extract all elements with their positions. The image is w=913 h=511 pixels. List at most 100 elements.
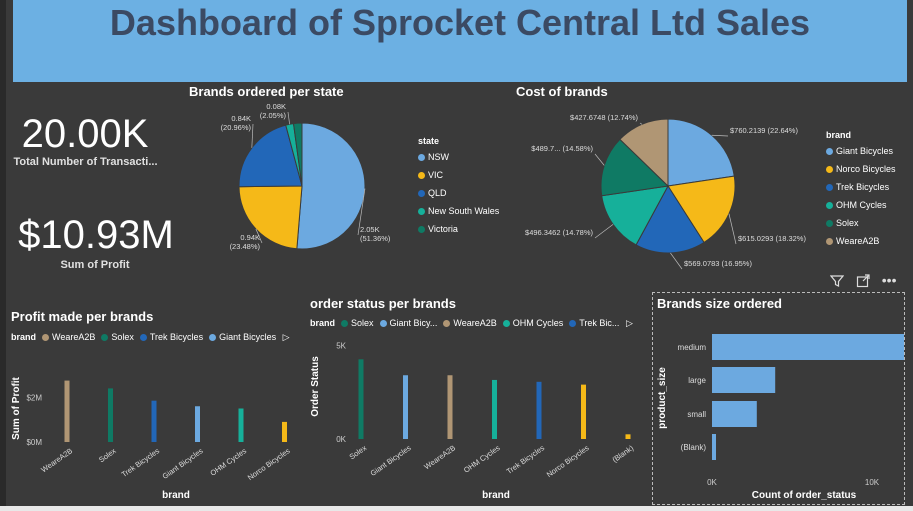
state-pie-new-south-wales-leader	[287, 111, 290, 125]
kpi-profit-label: Sum of Profit	[60, 259, 130, 271]
legend-label: Giant Bicycles	[836, 146, 894, 156]
legend-label: VIC	[428, 170, 444, 180]
state-legend-item-vic[interactable]: VIC	[418, 166, 499, 184]
legend-dot-icon	[139, 334, 147, 342]
bar-wearea2b	[64, 380, 70, 442]
cost-legend-item-wearea2b[interactable]: WeareA2B	[826, 232, 896, 250]
x-axis-title: Count of order_status	[752, 490, 857, 501]
status-legend-item-trek-bic[interactable]: Trek Bic...	[563, 318, 619, 328]
legend-dot-icon	[502, 320, 510, 328]
legend-dot-icon	[418, 190, 425, 198]
x-axis-title: brand	[162, 490, 190, 501]
cost-legend-item-trek-bicycles[interactable]: Trek Bicycles	[826, 178, 896, 196]
legend-dot-icon	[826, 184, 833, 192]
size-chart-title: Brands size ordered	[657, 296, 782, 311]
cost-pie-chart: $760.2139 (22.64%) $615.0293 (18.32%) $569…	[525, 113, 806, 270]
cost-pie-trek-bicycles-label-0: $569.0783 (16.95%)	[684, 259, 752, 268]
status-legend-item-solex[interactable]: Solex	[335, 318, 374, 328]
x-tick-label: Norco Bicycles	[545, 443, 591, 479]
state-pie-vic-leader	[255, 228, 263, 244]
bar-blank	[712, 434, 716, 460]
legend-dot-icon	[101, 334, 109, 342]
state-legend: state NSW VIC QLD New South Wales Victoria	[418, 134, 499, 234]
status-legend-item-giant-bicy[interactable]: Giant Bicy...	[374, 318, 437, 328]
state-pie-chart: 2.05K(51.36%) 0.94K(23.48%) 0.84K(20.96%) 0…	[221, 102, 391, 251]
state-pie-nsw-leader	[357, 188, 366, 236]
legend-label: WeareA2B	[453, 318, 497, 328]
profit-legend-item-trek-bicycles[interactable]: Trek Bicycles	[134, 332, 203, 342]
legend-next-arrow-icon[interactable]: ▷	[625, 318, 633, 328]
state-legend-item-victoria[interactable]: Victoria	[418, 220, 499, 238]
cost-legend-item-norco-bicycles[interactable]: Norco Bicycles	[826, 160, 896, 178]
selected-visual-frame[interactable]	[652, 292, 905, 505]
legend-dot-icon	[418, 226, 425, 234]
legend-label: Trek Bicycles	[149, 332, 204, 342]
legend-dot-icon	[341, 320, 349, 328]
state-pie-vic-label-0: 0.94K	[240, 233, 260, 242]
bar-norco-bicycles	[581, 384, 586, 439]
profit-legend-item-wearea2b[interactable]: WeareA2B	[36, 332, 95, 342]
bar-blank	[625, 434, 631, 439]
pie-slice-trek-bicycles	[635, 185, 705, 254]
state-pie-vic-label-1: (23.48%)	[230, 242, 261, 251]
y-tick-label: small	[687, 410, 706, 419]
filter-icon[interactable]	[829, 275, 848, 291]
pie-slice-victoria	[292, 122, 303, 187]
bar-solex	[108, 388, 113, 442]
x-tick-label: Norco Bicycles	[246, 446, 292, 482]
state-pie-title: Brands ordered per state	[189, 84, 344, 99]
bar-small	[712, 401, 757, 427]
state-legend-item-nsw[interactable]: NSW	[418, 148, 499, 166]
kpi-transactions-value: 20.00K	[21, 112, 149, 156]
x-axis-title: brand	[482, 490, 510, 501]
cost-legend-title: brand	[826, 130, 852, 140]
legend-label: WeareA2B	[52, 332, 96, 342]
legend-label: Solex	[836, 218, 859, 228]
x-tick-label: WeareA2B	[422, 443, 457, 471]
x-tick-label: 0K	[707, 478, 717, 487]
state-legend-title: state	[418, 136, 440, 146]
legend-next-arrow-icon[interactable]: ▷	[282, 332, 290, 342]
state-pie-nsw-label-0: 2.05K	[360, 225, 380, 234]
y-tick-label: $2M	[26, 393, 42, 402]
focus-mode-icon[interactable]	[856, 274, 874, 291]
legend-label: Victoria	[428, 224, 458, 234]
x-tick-label: Solex	[97, 446, 118, 464]
pie-slice-norco-bicycles	[667, 175, 736, 244]
profit-legend-item-giant-bicycles[interactable]: Giant Bicycles	[203, 332, 276, 342]
bottom-status-strip	[0, 506, 913, 511]
state-legend-item-new-south-wales[interactable]: New South Wales	[418, 202, 499, 220]
legend-dot-icon	[418, 172, 425, 180]
status-legend-item-wearea2b[interactable]: WeareA2B	[437, 318, 497, 328]
cost-legend-item-giant-bicycles[interactable]: Giant Bicycles	[826, 142, 896, 160]
legend-label: Solex	[111, 332, 134, 342]
x-tick-label: Giant Bicycles	[369, 443, 413, 478]
bar-norco-bicycles	[282, 421, 287, 442]
profit-legend-item-solex[interactable]: Solex	[95, 332, 134, 342]
x-tick-label: Trek Bicycles	[120, 446, 162, 479]
cost-legend-item-ohm-cycles[interactable]: OHM Cycles	[826, 196, 896, 214]
legend-dot-icon	[826, 220, 833, 228]
x-tick-label: (Blank)	[611, 443, 636, 464]
x-tick-label: Giant Bicycles	[161, 446, 205, 481]
legend-dot-icon	[443, 320, 451, 328]
state-pie-qld-leader	[251, 123, 254, 148]
legend-label: QLD	[428, 188, 447, 198]
legend-label: Norco Bicycles	[836, 164, 896, 174]
more-options-icon[interactable]: •••	[881, 272, 897, 288]
kpi-transactions-label: Total Number of Transacti...	[13, 156, 158, 168]
status-legend-item-ohm-cycles[interactable]: OHM Cycles	[497, 318, 563, 328]
bar-trek-bicycles	[151, 400, 157, 442]
legend-label: NSW	[428, 152, 449, 162]
cost-pie-norco-bicycles-label-0: $615.0293 (18.32%)	[738, 234, 806, 243]
size-bar-chart: medium large small (Blank) 0K 10K product_size…	[657, 334, 904, 501]
cost-legend-item-solex[interactable]: Solex	[826, 214, 896, 232]
header-banner: Dashboard of Sprocket Central Ltd Sales	[13, 0, 907, 82]
legend-label: WeareA2B	[836, 236, 880, 246]
state-legend-item-qld[interactable]: QLD	[418, 184, 499, 202]
cost-pie-solex-label-0: $489.7... (14.58%)	[531, 144, 593, 153]
profit-chart-title: Profit made per brands	[11, 309, 154, 324]
state-pie-new-south-wales-label-1: (2.05%)	[260, 111, 287, 120]
legend-dot-icon	[42, 334, 50, 342]
bar-giant-bicycles	[403, 375, 408, 439]
